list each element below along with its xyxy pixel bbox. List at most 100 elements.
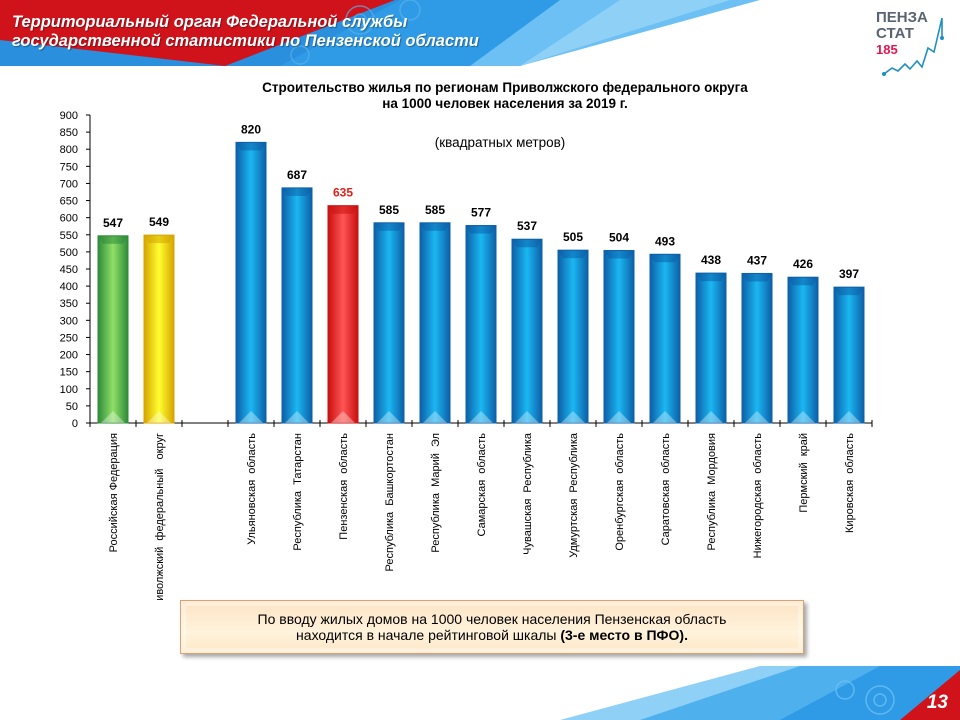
bar-bevel-top bbox=[650, 254, 680, 263]
bar bbox=[741, 272, 773, 424]
category-label: Республика Марий Эл bbox=[430, 433, 442, 553]
bar-10 bbox=[557, 249, 589, 424]
y-tick-label: 50 bbox=[66, 401, 78, 413]
y-tick-label: 800 bbox=[60, 144, 78, 156]
bar bbox=[327, 205, 359, 424]
bar-7 bbox=[419, 222, 451, 424]
bar-bevel-top bbox=[328, 205, 358, 214]
bar-9 bbox=[511, 238, 543, 424]
header-title: Территориальный орган Федеральной службы… bbox=[12, 13, 479, 51]
bar-0 bbox=[97, 235, 129, 424]
bar-bevel-bottom bbox=[607, 411, 631, 423]
bar-11 bbox=[603, 250, 635, 424]
value-label: 426 bbox=[793, 257, 813, 271]
header-title-line1: Территориальный орган Федеральной службы bbox=[12, 13, 408, 31]
category-label: Приволжский федеральный округ bbox=[154, 433, 166, 600]
y-tick-label: 700 bbox=[60, 178, 78, 190]
category-label: Кировская область bbox=[844, 433, 856, 533]
bar-bevel-top bbox=[374, 222, 404, 231]
y-tick-label: 350 bbox=[60, 298, 78, 310]
bar bbox=[373, 222, 405, 424]
bar-bevel-top bbox=[236, 142, 266, 151]
note-box: По вводу жилых домов на 1000 человек нас… bbox=[180, 600, 804, 654]
value-label: 397 bbox=[839, 267, 859, 281]
category-label: Республика Башкортостан bbox=[384, 433, 396, 571]
value-label: 820 bbox=[241, 122, 261, 136]
chart-title-line2: на 1000 человек населения за 2019 г. bbox=[382, 96, 628, 111]
value-label: 635 bbox=[333, 186, 353, 200]
note-line2-normal: находится в начале рейтинговой шкалы bbox=[296, 627, 561, 643]
footer-background bbox=[560, 666, 960, 720]
bar-bevel-bottom bbox=[699, 411, 723, 423]
header-banner: Территориальный орган Федеральной службы… bbox=[0, 0, 960, 66]
bar bbox=[465, 225, 497, 424]
bar-bevel-top bbox=[98, 235, 128, 244]
bar-16 bbox=[833, 286, 865, 424]
header-background bbox=[0, 0, 760, 66]
bar bbox=[281, 187, 313, 424]
bar-bevel-top bbox=[282, 187, 312, 196]
bar-5 bbox=[327, 205, 359, 424]
chart-title: Строительство жилья по регионам Приволжс… bbox=[160, 80, 850, 112]
y-tick-label: 450 bbox=[60, 264, 78, 276]
value-label: 505 bbox=[563, 230, 583, 244]
bar-bevel-bottom bbox=[101, 411, 125, 423]
bar bbox=[695, 272, 727, 424]
bar-3 bbox=[235, 141, 267, 424]
bar-bevel-top bbox=[834, 287, 864, 296]
pensastat-logo: ПЕНЗА СТАТ 185 bbox=[872, 4, 952, 80]
bar-bevel-top bbox=[558, 250, 588, 259]
y-tick-label: 300 bbox=[60, 315, 78, 327]
chart-subtitle: (квадратных метров) bbox=[434, 135, 566, 150]
category-label: Пензенская область bbox=[338, 433, 350, 540]
category-label: Республика Татарстан bbox=[292, 433, 304, 551]
bar-1 bbox=[143, 234, 175, 424]
y-tick-label: 250 bbox=[60, 332, 78, 344]
y-tick-label: 0 bbox=[72, 418, 78, 430]
category-label: Пермский край bbox=[798, 433, 810, 513]
header-title-line2: государственной статистики по Пензенской… bbox=[12, 32, 479, 50]
bar-4 bbox=[281, 187, 313, 424]
bar-13 bbox=[695, 272, 727, 424]
y-tick-label: 600 bbox=[60, 213, 78, 225]
y-tick-label: 400 bbox=[60, 281, 78, 293]
bar-12 bbox=[649, 253, 681, 424]
bar bbox=[143, 234, 175, 424]
logo-number: 185 bbox=[876, 42, 898, 57]
bar-bevel-bottom bbox=[837, 411, 861, 423]
y-tick-label: 150 bbox=[60, 367, 78, 379]
bar-bevel-top bbox=[604, 250, 634, 259]
y-tick-label: 850 bbox=[60, 127, 78, 139]
bar bbox=[649, 253, 681, 424]
value-label: 549 bbox=[149, 215, 169, 229]
y-tick-label: 750 bbox=[60, 161, 78, 173]
value-label: 585 bbox=[379, 203, 399, 217]
y-tick-label: 500 bbox=[60, 247, 78, 259]
bar-bevel-top bbox=[144, 235, 174, 244]
value-label: 437 bbox=[747, 253, 767, 267]
bar-bevel-bottom bbox=[745, 411, 769, 423]
bar-bevel-top bbox=[742, 273, 772, 282]
bar-8 bbox=[465, 225, 497, 424]
value-label: 438 bbox=[701, 253, 721, 267]
value-label: 547 bbox=[103, 216, 123, 230]
bar-bevel-bottom bbox=[791, 411, 815, 423]
value-labels: 547 549 820 687 635 585 585 577 537 505 504 493 438 4… bbox=[103, 122, 859, 281]
chart-title-line1: Строительство жилья по регионам Приволжс… bbox=[262, 80, 748, 95]
bar-bevel-bottom bbox=[377, 411, 401, 423]
bar-bevel-bottom bbox=[239, 411, 263, 423]
page-number: 13 bbox=[926, 692, 948, 713]
bar-bevel-bottom bbox=[515, 411, 539, 423]
bar-bevel-top bbox=[420, 222, 450, 231]
bars bbox=[97, 141, 865, 424]
bar-bevel-bottom bbox=[147, 411, 171, 423]
bar-bevel-bottom bbox=[653, 411, 677, 423]
logo-line1: ПЕНЗА bbox=[876, 9, 928, 26]
footer-banner: 13 bbox=[0, 660, 960, 720]
y-tick-label: 900 bbox=[60, 110, 78, 122]
bar bbox=[787, 276, 819, 424]
logo-line2: СТАТ bbox=[876, 25, 914, 42]
category-label: Ульяновская область bbox=[246, 433, 258, 545]
category-labels: Российская Федерация Приволжский федераль… bbox=[108, 432, 856, 600]
value-label: 537 bbox=[517, 219, 537, 233]
